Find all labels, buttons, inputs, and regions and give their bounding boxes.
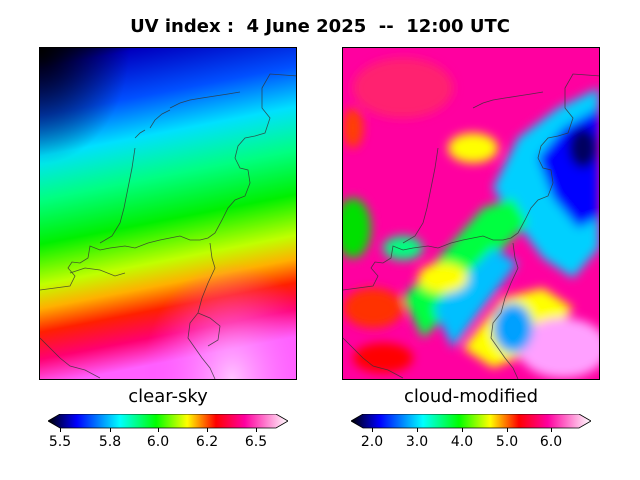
clear-sky-tick-mark (256, 428, 257, 432)
coastline-outline (343, 73, 599, 379)
clear-sky-tick-mark (207, 428, 208, 432)
cloud-modified-tick-mark (417, 428, 418, 432)
cloud-modified-heatmap (343, 48, 599, 379)
cloud-modified-colorbar (351, 414, 591, 429)
clear-sky-tick-label: 6.2 (195, 434, 219, 450)
cloud-modified-tick-label: 2.0 (360, 434, 384, 450)
cloud-modified-tick-mark (507, 428, 508, 432)
clear-sky-caption: clear-sky (128, 386, 208, 407)
clear-sky-tick-label: 6.0 (146, 434, 170, 450)
cloud-modified-tick-mark (551, 428, 552, 432)
clear-sky-colorbar (48, 414, 288, 429)
cloud-modified-caption: cloud-modified (403, 386, 539, 407)
clear-sky-tick-label: 5.8 (98, 434, 122, 450)
clear-sky-tick-mark (158, 428, 159, 432)
cloud-modified-tick-label: 3.0 (405, 434, 429, 450)
cloud-modified-tick-label: 4.0 (450, 434, 474, 450)
figure-title: UV index : 4 June 2025 -- 12:00 UTC (130, 16, 510, 37)
cloud-modified-tick-label: 6.0 (539, 434, 563, 450)
clear-sky-tick-mark (60, 428, 61, 432)
clear-sky-map (39, 47, 297, 380)
cloud-modified-tick-mark (462, 428, 463, 432)
cloud-modified-map (342, 47, 600, 380)
clear-sky-tick-label: 5.5 (48, 434, 72, 450)
clear-sky-heatmap (40, 48, 296, 379)
clear-sky-tick-label: 6.5 (244, 434, 268, 450)
clear-sky-tick-mark (110, 428, 111, 432)
cloud-modified-tick-mark (372, 428, 373, 432)
coastline-outline (40, 73, 296, 379)
cloud-modified-tick-label: 5.0 (495, 434, 519, 450)
